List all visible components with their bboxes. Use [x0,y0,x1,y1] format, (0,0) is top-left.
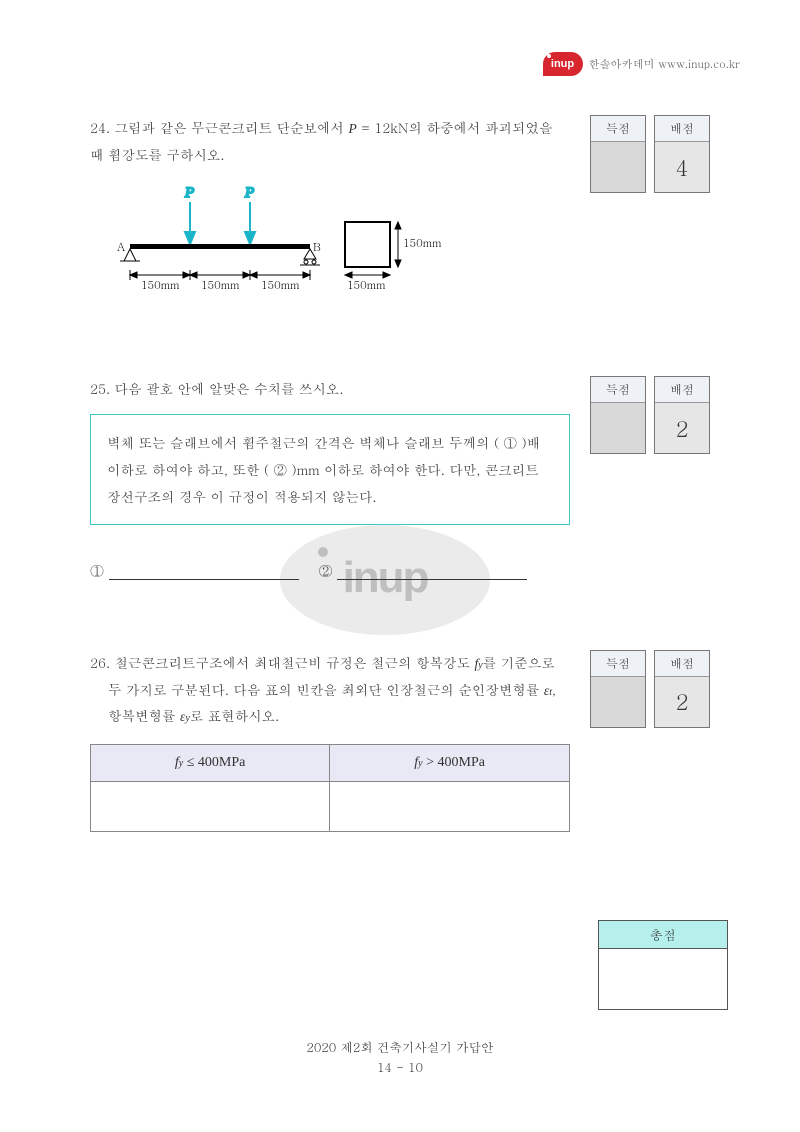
svg-text:150mm: 150mm [261,278,300,293]
q26-table: fy ≤ 400MPa fy > 400MPa [90,744,570,832]
page-header: inup 한솔아카데미 www.inup.co.kr [543,52,741,76]
table-header-2: fy > 400MPa [330,744,570,781]
table-cell-1 [91,781,330,831]
svg-text:150mm: 150mm [403,236,442,251]
brand-text: 한솔아카데미 www.inup.co.kr [589,57,741,72]
q25-answer-lines: ① ② [90,560,590,580]
q25-text: 25. 다음 괄호 안에 알맞은 수치를 쓰시오. [90,376,560,402]
svg-text:150mm: 150mm [141,278,180,293]
q24-score-earned: 득점 [590,115,646,193]
question-24: 24. 그림과 같은 무근콘크리트 단순보에서 P = 12kN의 하중에서 파… [90,115,730,316]
svg-text:A: A [117,240,125,255]
svg-text:B: B [313,240,321,255]
total-score-box: 총점 [598,920,728,1010]
page-footer: 2020 제2회 건축기사실기 가답안 14 - 10 [0,1037,800,1077]
q26-text: 26. 철근콘크리트구조에서 최대철근비 규정은 철근의 항복강도 fy를 기준… [90,650,560,730]
q24-score-max: 배점 4 [654,115,710,193]
q26-score-max: 배점 2 [654,650,710,728]
svg-text:150mm: 150mm [347,278,386,293]
q25-score-earned: 득점 [590,376,646,454]
table-header-1: fy ≤ 400MPa [91,744,330,781]
question-26: 26. 철근콘크리트구조에서 최대철근비 규정은 철근의 항복강도 fy를 기준… [90,650,730,832]
q25-score-max: 배점 2 [654,376,710,454]
inup-logo-icon: inup [543,52,583,76]
q26-score-earned: 득점 [590,650,646,728]
q25-info-box: 벽체 또는 슬래브에서 휨주철근의 간격은 벽체나 슬래브 두께의 ( ① )배… [90,414,570,525]
svg-text:P: P [244,185,254,201]
question-25: 25. 다음 괄호 안에 알맞은 수치를 쓰시오. 벽체 또는 슬래브에서 휨주… [90,376,730,580]
table-cell-2 [330,781,570,831]
beam-diagram: P P A B [115,182,560,316]
q24-text: 24. 그림과 같은 무근콘크리트 단순보에서 P = 12kN의 하중에서 파… [90,115,560,167]
svg-text:P: P [184,185,194,201]
svg-text:150mm: 150mm [201,278,240,293]
